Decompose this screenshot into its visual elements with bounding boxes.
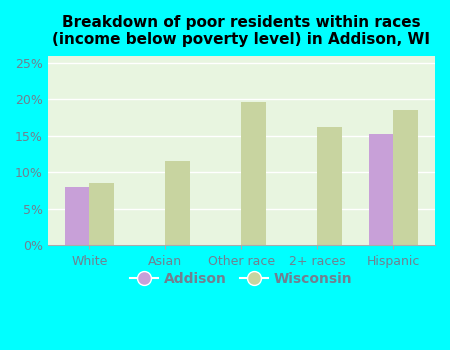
- Bar: [90, 183, 114, 245]
- Bar: [393, 110, 418, 245]
- Bar: [241, 102, 266, 245]
- Bar: [317, 127, 342, 245]
- Bar: [369, 134, 393, 245]
- Bar: [166, 161, 190, 245]
- Legend: Addison, Wisconsin: Addison, Wisconsin: [125, 267, 358, 292]
- Bar: [65, 187, 90, 245]
- Title: Breakdown of poor residents within races
(income below poverty level) in Addison: Breakdown of poor residents within races…: [52, 15, 430, 47]
